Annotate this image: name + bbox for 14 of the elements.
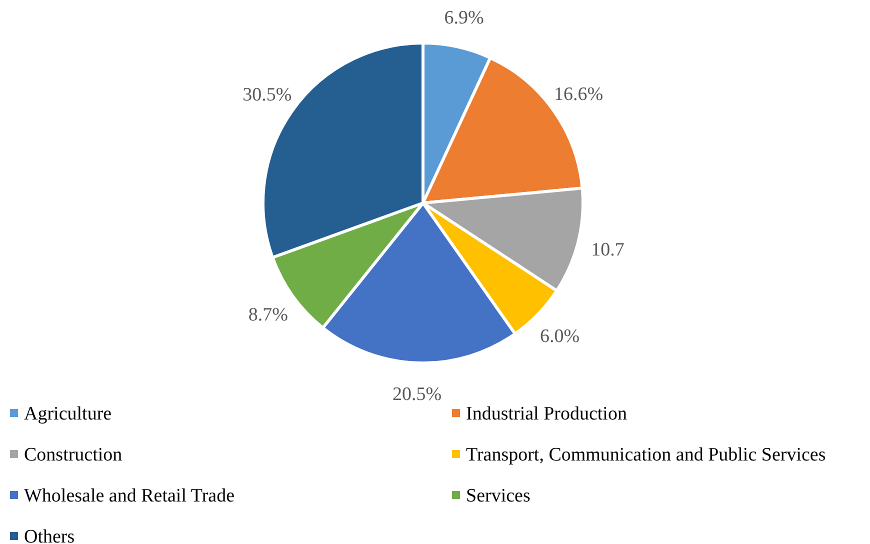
data-label: 10.7 bbox=[591, 240, 624, 261]
legend-label: Services bbox=[466, 486, 530, 507]
data-label: 6.9% bbox=[444, 8, 484, 29]
data-label: 30.5% bbox=[242, 84, 292, 106]
legend-label: Transport, Communication and Public Services bbox=[466, 444, 826, 466]
data-label: 20.5% bbox=[392, 384, 442, 405]
data-label: 16.6% bbox=[554, 84, 604, 105]
data-label: 6.0% bbox=[540, 326, 580, 348]
legend-label: Construction bbox=[24, 444, 123, 466]
legend-label: Others bbox=[24, 526, 75, 544]
data-label: 8.7% bbox=[248, 304, 288, 326]
legend-label: Agriculture bbox=[24, 404, 112, 425]
legend-label: Wholesale and Retail Trade bbox=[24, 486, 235, 507]
legend-label: Industrial Production bbox=[466, 404, 628, 425]
